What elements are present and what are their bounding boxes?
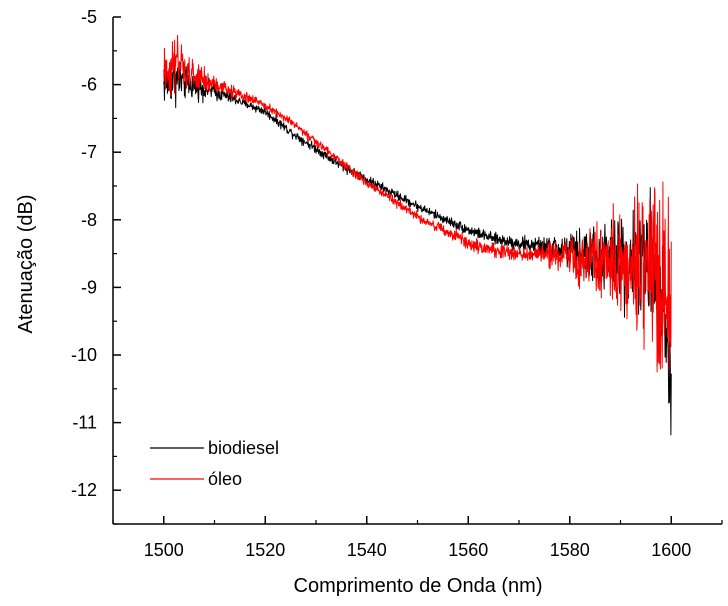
legend-label: óleo	[208, 469, 242, 489]
series-layer	[163, 34, 672, 436]
y-tick-label: -12	[71, 480, 97, 500]
legend-label: biodiesel	[208, 438, 279, 458]
y-tick-label: -7	[81, 142, 97, 162]
x-tick-label: 1520	[245, 540, 285, 560]
x-axis-label: Comprimento de Onda (nm)	[294, 575, 543, 597]
y-axis-label: Atenuação (dB)	[15, 195, 37, 334]
y-tick-label: -6	[81, 75, 97, 95]
x-tick-label: 1600	[651, 540, 691, 560]
x-tick-label: 1580	[550, 540, 590, 560]
y-tick-label: -11	[72, 413, 97, 433]
x-tick-label: 1560	[448, 540, 488, 560]
legend: biodiesel óleo	[150, 438, 279, 489]
axes-layer: 1500 1520 1540 1560 1580 1600 -5 -6 -7 -8 -9 -10 -11…	[71, 7, 723, 560]
series-line-1	[163, 34, 672, 373]
x-tick-label: 1500	[144, 540, 184, 560]
series-line-0	[163, 59, 672, 436]
y-tick-label: -8	[81, 210, 97, 230]
y-tick-label: -9	[81, 277, 97, 297]
y-tick-label: -10	[71, 345, 97, 365]
y-tick-label: -5	[81, 7, 97, 27]
x-tick-label: 1540	[347, 540, 387, 560]
